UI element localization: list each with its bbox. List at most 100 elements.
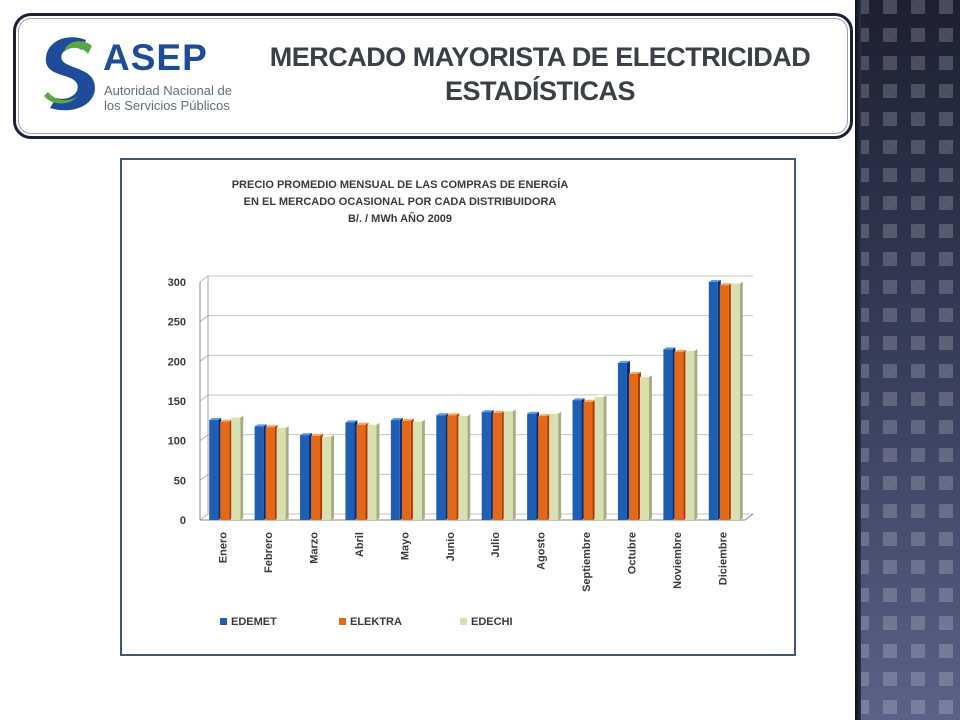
x-tick-label: Mayo (399, 532, 411, 560)
bar-top (311, 433, 324, 436)
floor-edge (744, 513, 754, 521)
gridline-depth (199, 513, 209, 521)
bar-edemet-marzo (300, 435, 310, 520)
bar-edemet-mayo (390, 420, 400, 520)
bar-top (572, 398, 585, 401)
bar-edechi-marzo (322, 436, 332, 520)
chart-title-line-2: EN EL MERCADO OCASIONAL POR CADA DISTRIB… (243, 196, 557, 208)
bar-elektra-febrero (265, 427, 275, 520)
legend-item-elektra: ELEKTRA (339, 615, 402, 629)
bar-top (345, 420, 358, 423)
bar-side (285, 425, 289, 520)
bar-top (458, 414, 471, 417)
bar-top (708, 280, 721, 282)
bar-top (220, 419, 233, 422)
bar-edemet-septiembre (572, 400, 582, 520)
bar-edechi-diciembre (730, 283, 740, 520)
bar-edemet-diciembre (708, 282, 718, 520)
bar-top (209, 418, 222, 421)
gridline-depth (199, 315, 209, 323)
bar-top (447, 413, 460, 416)
bar-side (648, 375, 652, 520)
bar-top (436, 413, 449, 416)
y-tick-label: 300 (168, 277, 186, 289)
bar-top (685, 349, 698, 352)
chart-title-line-1: PRECIO PROMEDIO MENSUAL DE LAS COMPRAS D… (231, 179, 569, 191)
chart-title-line-3: B/. / MWh AÑO 2009 (347, 213, 453, 225)
gridline-depth (199, 394, 209, 402)
bar-top (674, 349, 687, 352)
bar-top (265, 425, 278, 428)
bar-elektra-junio (447, 415, 457, 520)
bar-edechi-mayo (412, 421, 422, 520)
legend-item-edemet: EDEMET (220, 615, 277, 629)
bar-elektra-noviembre (674, 351, 684, 520)
bar-elektra-abril (356, 424, 366, 520)
bar-edemet-agosto (527, 413, 537, 520)
logo-subtitle: Autoridad Nacional de los Servicios Públ… (104, 83, 264, 113)
bar-elektra-diciembre (719, 285, 729, 520)
bar-top (300, 433, 313, 436)
bar-top (481, 410, 494, 413)
bar-top (503, 409, 516, 412)
bar-edechi-febrero (276, 427, 286, 520)
bar-top (549, 411, 562, 414)
legend-label-edemet: EDEMET (231, 616, 277, 628)
x-tick-label: Abril (354, 532, 366, 557)
x-tick-label: Enero (218, 532, 230, 563)
y-tick-label: 50 (174, 475, 186, 487)
bar-side (739, 281, 743, 520)
bar-edemet-noviembre (663, 349, 673, 520)
bar-top (231, 415, 244, 418)
gridline-depth (199, 275, 209, 283)
bar-edechi-junio (458, 416, 468, 520)
y-tick-label: 250 (168, 317, 186, 329)
page-title-line-1: MERCADO MAYORISTA DE ELECTRICIDAD (269, 42, 811, 72)
bar-top (719, 283, 732, 286)
bar-top (412, 419, 425, 422)
bar-top (356, 422, 369, 425)
legend-label-elektra: ELEKTRA (350, 616, 402, 628)
bar-top (594, 395, 607, 398)
legend-swatch-edemet (220, 617, 227, 625)
bar-side (694, 349, 698, 520)
bar-edemet-julio (481, 412, 491, 520)
bar-elektra-mayo (401, 420, 411, 520)
legend-swatch-edechi (460, 617, 467, 625)
bar-top (322, 434, 335, 437)
logo-subtitle-line-2: los Servicios Públicos (104, 98, 230, 113)
bar-side (467, 414, 471, 520)
gridline-depth (199, 354, 209, 362)
x-tick-label: Marzo (309, 532, 321, 564)
bar-elektra-enero (220, 421, 230, 520)
x-tick-label: Octubre (626, 532, 638, 574)
bar-top (254, 424, 267, 427)
x-tick-label: Noviembre (672, 532, 684, 589)
bar-side (421, 419, 425, 520)
bar-side (558, 411, 562, 520)
gridline-depth (199, 434, 209, 442)
bar-edemet-octubre (617, 362, 627, 520)
page-title: MERCADO MAYORISTA DE ELECTRICIDAD ESTADÍ… (260, 40, 820, 108)
bar-edechi-enero (231, 417, 241, 520)
x-tick-label: Diciembre (717, 532, 729, 585)
bar-top (639, 375, 652, 378)
bar-top (628, 372, 641, 375)
bar-top (527, 411, 540, 414)
page-title-line-2: ESTADÍSTICAS (444, 76, 636, 106)
bar-top (390, 418, 403, 421)
bar-edechi-septiembre (594, 397, 604, 520)
logo-subtitle-line-1: Autoridad Nacional de (104, 83, 232, 98)
bar-side (603, 395, 607, 520)
bar-side (240, 415, 244, 520)
bar-edechi-octubre (639, 377, 649, 520)
bar-elektra-marzo (311, 435, 321, 520)
bar-edechi-julio (503, 411, 513, 520)
legend-item-edechi: EDECHI (460, 615, 513, 629)
x-tick-label: Agosto (536, 532, 548, 570)
bar-top (538, 414, 551, 417)
bar-top (401, 418, 414, 421)
x-tick-label: Febrero (263, 532, 275, 573)
bar-edemet-enero (209, 420, 219, 520)
